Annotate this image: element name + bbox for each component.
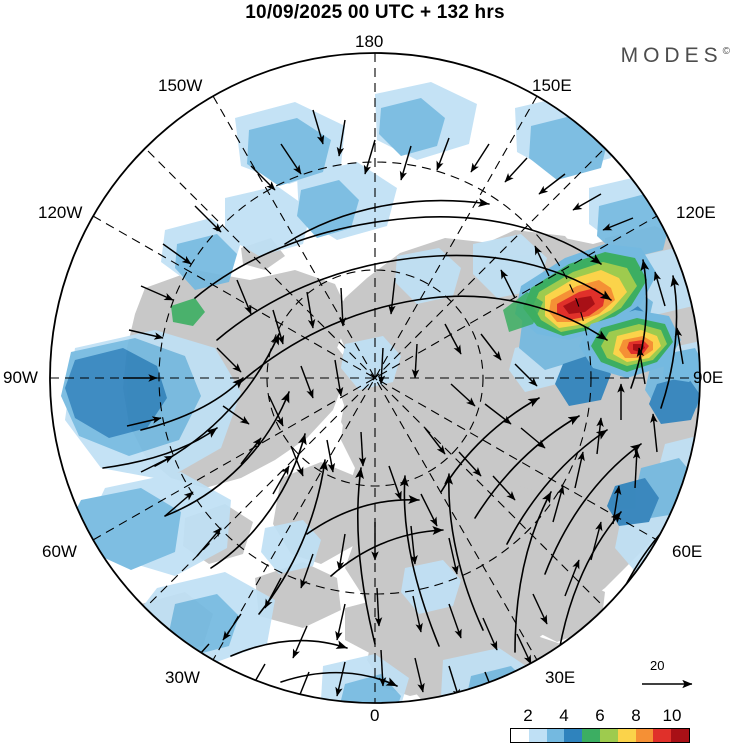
wind-vector-layer: [123, 109, 684, 703]
lon-label-60E: 60E: [672, 542, 703, 561]
wind-scale-value: 20: [650, 658, 665, 673]
wind-scale-arrow-icon: [642, 679, 693, 689]
wind-scale-legend: 20: [640, 658, 735, 703]
colorbar-swatch-0: [511, 729, 529, 742]
streamline-layer: [102, 198, 680, 687]
colorbar-swatches: [510, 728, 690, 743]
colorbar-swatch-6: [617, 729, 636, 742]
lon-label-150E: 150E: [532, 76, 572, 95]
graticule: [50, 53, 700, 703]
lon-label-150W: 150W: [158, 76, 203, 95]
lon-label-120W: 120W: [38, 203, 83, 222]
modes-logo: MODES©: [621, 44, 730, 68]
map-panel: 180 150W 150E 120W 120E 90W 90E 60W 60E …: [3, 32, 723, 725]
colorbar-tick-10: 10: [662, 706, 682, 725]
colorbar-tick-2: 2: [523, 706, 533, 725]
lon-label-30E: 30E: [545, 668, 576, 687]
colorbar-swatch-4: [582, 729, 600, 742]
logo-text: MODES: [620, 44, 723, 67]
colorbar-swatch-5: [599, 729, 618, 742]
lon-label-0: 0: [370, 706, 380, 725]
lon-label-90E: 90E: [693, 368, 724, 387]
colorbar-ticks: 2 4 6 8 10: [510, 706, 690, 726]
map-boundary: [49, 52, 701, 704]
colorbar-swatch-8: [653, 729, 672, 742]
colorbar-tick-8: 8: [631, 706, 641, 725]
colorbar-swatch-2: [546, 729, 565, 742]
page-title: 10/09/2025 00 UTC + 132 hrs: [245, 2, 505, 23]
colorbar-tick-4: 4: [559, 706, 569, 725]
map-content: [50, 53, 700, 703]
lon-label-180: 180: [355, 32, 384, 51]
colorbar-legend: 2 4 6 8 10: [510, 706, 690, 744]
colorbar-swatch-7: [635, 729, 654, 742]
colorbar-tick-6: 6: [595, 706, 605, 725]
colorbar-swatch-1: [528, 729, 547, 742]
lon-label-120E: 120E: [676, 203, 716, 222]
lon-label-90W: 90W: [3, 368, 38, 387]
copyright-icon: ©: [722, 46, 730, 57]
lon-label-30W: 30W: [165, 668, 200, 687]
colorbar-swatch-3: [564, 729, 583, 742]
polar-map: [49, 52, 701, 704]
lon-label-60W: 60W: [42, 542, 77, 561]
colorbar-swatch-9: [671, 729, 689, 742]
